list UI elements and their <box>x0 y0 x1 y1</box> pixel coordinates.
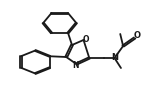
Text: N: N <box>111 53 118 62</box>
Text: O: O <box>134 31 141 40</box>
Text: O: O <box>83 35 89 44</box>
Text: N: N <box>72 61 79 70</box>
